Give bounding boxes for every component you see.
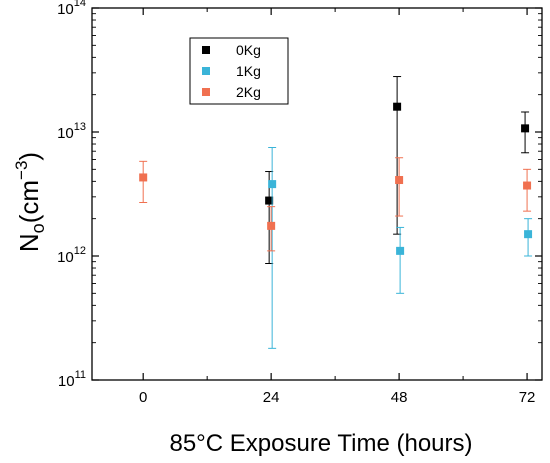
y-axis-label-subscript: o [28, 223, 48, 233]
y-tick-label: 1012 [57, 245, 86, 266]
x-tick-label: 24 [263, 389, 280, 406]
y-axis-label-unit: (cm [14, 180, 44, 223]
y-tick-label-exponent: 14 [74, 0, 86, 9]
plot-area [139, 76, 533, 349]
x-axis-label: 85°C Exposure Time (hours) [169, 430, 472, 457]
x-tick-label: 72 [519, 389, 536, 406]
y-tick-label-base: 10 [57, 249, 74, 266]
y-tick-label-base: 10 [58, 373, 75, 390]
data-point-1Kg [396, 246, 405, 255]
y-tick-label: 1011 [58, 369, 86, 390]
legend-marker [202, 88, 210, 96]
legend-marker [202, 46, 210, 54]
y-tick-label-base: 10 [57, 125, 74, 142]
y-tick-label: 1014 [57, 0, 86, 18]
legend-label: 1Kg [236, 63, 261, 79]
y-tick-label-exponent: 13 [74, 121, 86, 133]
legend-marker [202, 67, 210, 75]
data-point-0Kg [521, 124, 530, 133]
y-tick-label-base: 10 [57, 1, 74, 18]
series-0Kg [265, 76, 530, 264]
y-tick-label-exponent: 12 [74, 245, 86, 257]
y-axis-label: No(cm−3) [12, 152, 48, 252]
data-point-1Kg [268, 180, 277, 189]
series-2Kg [139, 157, 532, 252]
plot-frame [91, 7, 543, 381]
data-point-0Kg [393, 102, 402, 111]
legend-label: 2Kg [236, 84, 261, 100]
y-tick-label: 1013 [57, 121, 86, 142]
data-point-0Kg [265, 196, 274, 205]
x-tick-label: 0 [139, 389, 147, 406]
data-point-2Kg [395, 176, 404, 185]
data-point-1Kg [524, 230, 533, 239]
legend: 0Kg 1Kg 2Kg [189, 37, 289, 105]
data-point-2Kg [267, 221, 276, 230]
x-tick-label: 48 [391, 389, 408, 406]
legend-label: 0Kg [236, 42, 261, 58]
data-point-2Kg [523, 181, 532, 190]
y-axis-label-superscript: −3 [12, 161, 31, 180]
y-tick-label-exponent: 11 [75, 369, 86, 381]
series-1Kg [268, 146, 533, 349]
data-point-2Kg [139, 173, 148, 182]
y-axis-label-base: N [14, 233, 44, 252]
y-axis-label-close: ) [14, 152, 44, 161]
